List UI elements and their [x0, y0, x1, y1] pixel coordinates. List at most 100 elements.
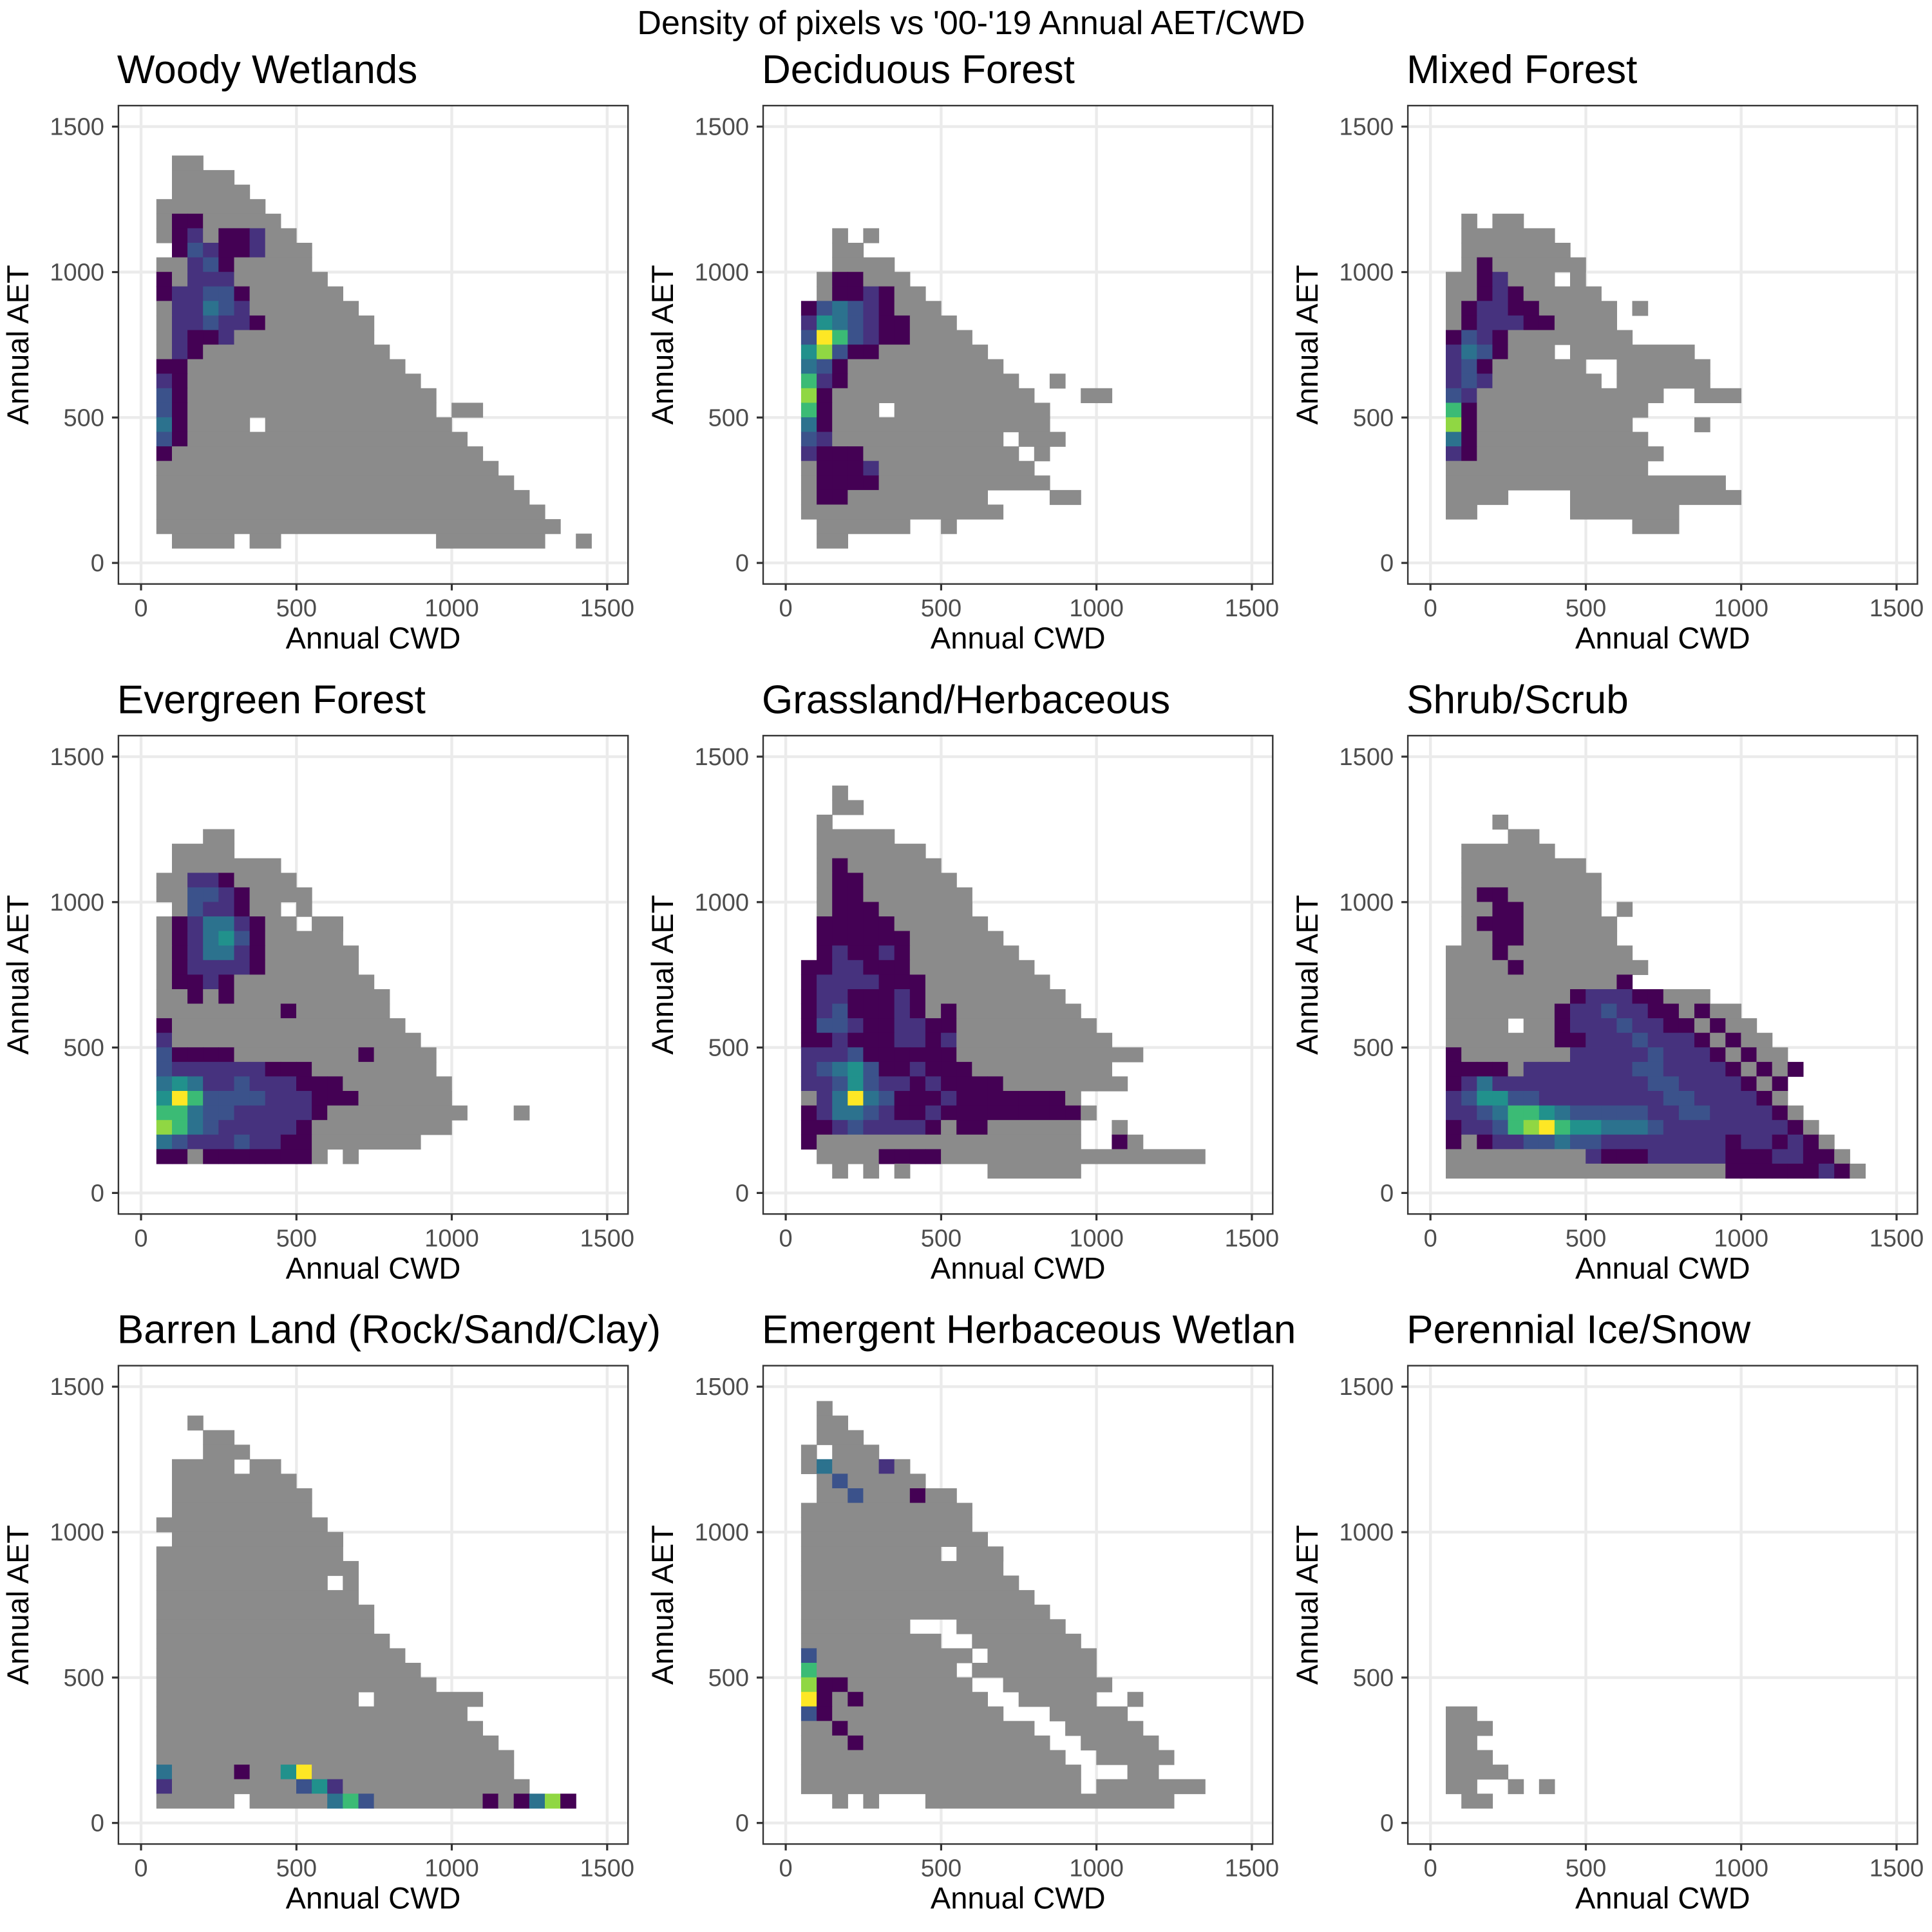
svg-text:1000: 1000	[1069, 1855, 1124, 1882]
svg-text:1000: 1000	[1714, 1225, 1768, 1252]
svg-text:500: 500	[1353, 404, 1394, 431]
svg-text:500: 500	[63, 1035, 104, 1062]
svg-text:1000: 1000	[1340, 889, 1394, 916]
svg-text:Deciduous Forest: Deciduous Forest	[762, 48, 1075, 92]
svg-text:1000: 1000	[1714, 1855, 1768, 1882]
svg-text:Annual AET: Annual AET	[1, 265, 35, 424]
svg-text:500: 500	[1566, 595, 1606, 622]
svg-text:Grassland/Herbaceous: Grassland/Herbaceous	[762, 677, 1170, 722]
svg-text:Annual CWD: Annual CWD	[1575, 1881, 1750, 1915]
svg-text:0: 0	[735, 550, 749, 577]
svg-text:1500: 1500	[1870, 595, 1924, 622]
svg-text:1000: 1000	[1340, 1519, 1394, 1546]
svg-text:1500: 1500	[50, 744, 104, 771]
svg-text:Emergent Herbaceous Wetlan: Emergent Herbaceous Wetlan	[762, 1308, 1296, 1352]
svg-text:1500: 1500	[1225, 1225, 1280, 1252]
svg-text:Shrub/Scrub: Shrub/Scrub	[1406, 677, 1629, 722]
svg-text:1500: 1500	[694, 1374, 749, 1401]
svg-text:1000: 1000	[424, 1225, 479, 1252]
svg-text:Annual AET: Annual AET	[1290, 895, 1324, 1055]
svg-text:Annual CWD: Annual CWD	[286, 1251, 461, 1285]
svg-text:1000: 1000	[1340, 260, 1394, 287]
svg-text:500: 500	[276, 1855, 317, 1882]
svg-text:0: 0	[1380, 1810, 1394, 1837]
svg-text:1500: 1500	[580, 1855, 635, 1882]
svg-text:Annual AET: Annual AET	[1290, 265, 1324, 424]
svg-text:500: 500	[708, 1035, 749, 1062]
svg-text:1000: 1000	[694, 260, 749, 287]
svg-text:500: 500	[921, 595, 961, 622]
svg-text:Mixed Forest: Mixed Forest	[1406, 48, 1637, 92]
svg-text:1500: 1500	[1225, 595, 1280, 622]
svg-text:Woody Wetlands: Woody Wetlands	[117, 48, 417, 92]
svg-text:1500: 1500	[694, 114, 749, 141]
svg-text:500: 500	[708, 1665, 749, 1692]
svg-text:500: 500	[921, 1855, 961, 1882]
svg-text:Barren Land (Rock/Sand/Clay): Barren Land (Rock/Sand/Clay)	[117, 1308, 661, 1352]
svg-text:1500: 1500	[50, 1374, 104, 1401]
svg-text:0: 0	[779, 1855, 793, 1882]
svg-text:Annual CWD: Annual CWD	[931, 621, 1106, 655]
svg-text:0: 0	[1424, 595, 1437, 622]
svg-text:500: 500	[1353, 1665, 1394, 1692]
svg-text:1000: 1000	[1069, 1225, 1124, 1252]
svg-text:1500: 1500	[1340, 114, 1394, 141]
svg-text:1000: 1000	[424, 1855, 479, 1882]
svg-text:500: 500	[276, 595, 317, 622]
svg-text:1500: 1500	[1340, 744, 1394, 771]
svg-text:Perennial Ice/Snow: Perennial Ice/Snow	[1406, 1308, 1750, 1352]
svg-text:0: 0	[735, 1810, 749, 1837]
svg-text:Annual AET: Annual AET	[645, 265, 679, 424]
svg-text:0: 0	[134, 1225, 147, 1252]
svg-text:0: 0	[779, 595, 793, 622]
svg-text:1000: 1000	[50, 889, 104, 916]
svg-text:Annual CWD: Annual CWD	[931, 1881, 1106, 1915]
svg-text:1000: 1000	[1069, 595, 1124, 622]
svg-text:1000: 1000	[50, 1519, 104, 1546]
svg-text:500: 500	[63, 1665, 104, 1692]
svg-text:1000: 1000	[1714, 595, 1768, 622]
svg-text:Annual CWD: Annual CWD	[931, 1251, 1106, 1285]
svg-text:1500: 1500	[1225, 1855, 1280, 1882]
svg-text:0: 0	[1380, 550, 1394, 577]
svg-text:500: 500	[1353, 1035, 1394, 1062]
svg-text:Annual AET: Annual AET	[645, 1525, 679, 1685]
svg-text:Annual AET: Annual AET	[1290, 1525, 1324, 1685]
svg-text:0: 0	[134, 595, 147, 622]
svg-text:0: 0	[91, 550, 104, 577]
svg-text:1500: 1500	[580, 595, 635, 622]
svg-text:1000: 1000	[424, 595, 479, 622]
svg-text:Annual CWD: Annual CWD	[1575, 621, 1750, 655]
svg-text:500: 500	[276, 1225, 317, 1252]
svg-text:1000: 1000	[694, 889, 749, 916]
svg-text:0: 0	[134, 1855, 147, 1882]
svg-text:Annual AET: Annual AET	[1, 895, 35, 1055]
svg-text:1500: 1500	[50, 114, 104, 141]
svg-text:0: 0	[91, 1180, 104, 1207]
svg-text:0: 0	[91, 1810, 104, 1837]
svg-text:0: 0	[1380, 1180, 1394, 1207]
svg-text:Annual CWD: Annual CWD	[286, 621, 461, 655]
svg-text:Density of pixels vs '00-'19 A: Density of pixels vs '00-'19 Annual AET/…	[637, 5, 1305, 42]
svg-text:0: 0	[1424, 1855, 1437, 1882]
svg-text:Annual AET: Annual AET	[645, 895, 679, 1055]
svg-text:1500: 1500	[694, 744, 749, 771]
svg-text:Evergreen Forest: Evergreen Forest	[117, 677, 426, 722]
svg-text:500: 500	[708, 404, 749, 431]
svg-text:1000: 1000	[694, 1519, 749, 1546]
svg-text:1000: 1000	[50, 260, 104, 287]
svg-text:500: 500	[63, 404, 104, 431]
svg-text:1500: 1500	[1340, 1374, 1394, 1401]
svg-text:500: 500	[1566, 1225, 1606, 1252]
svg-text:Annual CWD: Annual CWD	[286, 1881, 461, 1915]
svg-text:500: 500	[1566, 1855, 1606, 1882]
svg-text:0: 0	[1424, 1225, 1437, 1252]
svg-text:1500: 1500	[580, 1225, 635, 1252]
svg-text:1500: 1500	[1870, 1855, 1924, 1882]
svg-text:1500: 1500	[1870, 1225, 1924, 1252]
svg-text:500: 500	[921, 1225, 961, 1252]
svg-text:Annual AET: Annual AET	[1, 1525, 35, 1685]
svg-text:Annual CWD: Annual CWD	[1575, 1251, 1750, 1285]
svg-text:0: 0	[779, 1225, 793, 1252]
svg-text:0: 0	[735, 1180, 749, 1207]
